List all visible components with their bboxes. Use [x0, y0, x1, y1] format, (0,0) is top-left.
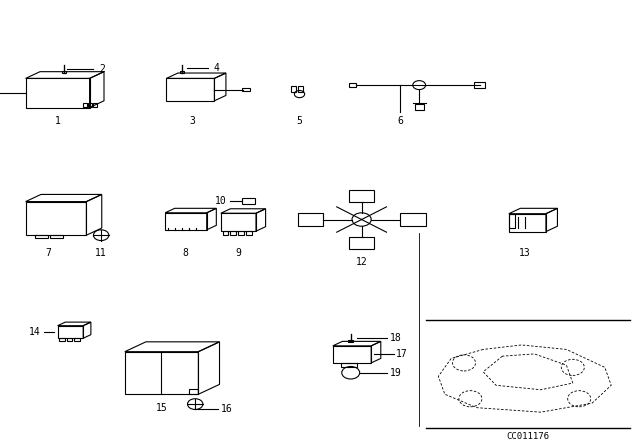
Text: 13: 13	[519, 248, 531, 258]
Text: 8: 8	[182, 248, 189, 258]
Text: 10: 10	[215, 196, 227, 206]
Text: 9: 9	[235, 248, 241, 258]
Text: 5: 5	[296, 116, 303, 126]
Text: 7: 7	[45, 248, 51, 258]
Text: 16: 16	[221, 405, 233, 414]
Text: 12: 12	[356, 257, 367, 267]
Text: 18: 18	[390, 333, 401, 343]
Text: CC011176: CC011176	[506, 432, 550, 441]
Text: 11: 11	[95, 248, 107, 258]
Text: 14: 14	[29, 327, 41, 337]
Text: 4: 4	[213, 63, 220, 73]
Text: 1: 1	[54, 116, 61, 126]
Text: 17: 17	[396, 349, 408, 359]
Text: 3: 3	[189, 116, 195, 126]
Text: 2: 2	[99, 64, 106, 73]
Text: 19: 19	[390, 368, 401, 378]
Text: 6: 6	[397, 116, 403, 126]
Text: 15: 15	[156, 403, 167, 413]
